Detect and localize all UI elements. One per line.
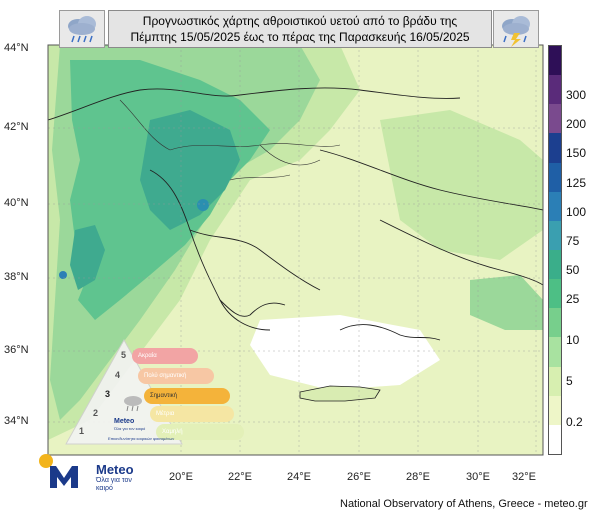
risk-row-4: Πολύ σημαντική	[138, 368, 214, 384]
legend-color-segment	[549, 279, 561, 309]
risk-row-2: Μέτρια	[150, 406, 234, 422]
legend-tick-label: 75	[566, 233, 580, 248]
legend-color-segment	[549, 308, 561, 338]
credit-text: National Observatory of Athens, Greece -…	[340, 498, 588, 510]
risk-number-4: 4	[115, 370, 121, 380]
risk-row-5: Ακραία	[132, 348, 198, 364]
risk-brand-sub: Όλα για τον καιρό	[114, 426, 146, 431]
legend-color-segment	[549, 424, 561, 455]
legend-color-segment	[549, 162, 561, 193]
thunderstorm-cloud-icon	[493, 10, 539, 48]
legend-color-segment	[549, 104, 561, 134]
meteo-logo	[38, 452, 168, 492]
risk-label-3: Σημαντική	[150, 393, 178, 399]
risk-label-1: Χαμηλή	[162, 429, 183, 435]
dry-zone-south	[250, 315, 440, 390]
legend-tick-label: 25	[566, 292, 580, 307]
precip-zone-east	[380, 110, 543, 260]
precip-zone-east-2	[470, 275, 543, 330]
rain-cloud-icon	[59, 10, 105, 48]
logo-slogan: Όλα για τον καιρό	[96, 477, 132, 492]
risk-level-panel: Ακραία Πολύ σημαντική Σημαντική Μέτρια Χ…	[62, 336, 252, 450]
lon-label-20: 20°E	[169, 471, 193, 483]
title-line-1: Προγνωστικός χάρτης αθροιστικού υετού απ…	[142, 14, 458, 28]
risk-label-2: Μέτρια	[156, 411, 175, 417]
precipitation-legend-bar	[548, 45, 562, 455]
graticule	[48, 45, 543, 455]
legend-color-segment	[549, 395, 561, 426]
legend-tick-label: 200	[566, 117, 587, 132]
title-line-2: Πέμπτης 15/05/2025 έως το πέρας της Παρα…	[130, 30, 470, 44]
legend-tick-label: 0.2	[566, 414, 583, 429]
lon-label-24: 24°E	[287, 471, 311, 483]
risk-caption: Επικινδυνότητα καιρικών φαινομένων	[108, 436, 175, 441]
legend-color-segment	[549, 133, 561, 164]
legend-tick-label: 150	[566, 146, 587, 161]
legend-color-segment	[549, 75, 561, 105]
map-title: Προγνωστικός χάρτης αθροιστικού υετού απ…	[108, 10, 492, 48]
lon-label-22: 22°E	[228, 471, 252, 483]
legend-color-segment	[549, 337, 561, 368]
lat-label-34: 34°N	[4, 415, 29, 427]
precip-zone-heavy-2	[70, 225, 105, 290]
precip-peak-1	[197, 199, 209, 211]
risk-number-1: 1	[79, 426, 85, 436]
risk-row-3: Σημαντική	[144, 388, 230, 404]
risk-number-3: 3	[105, 389, 111, 399]
risk-row-1: Χαμηλή	[156, 424, 244, 440]
legend-tick-label: 5	[566, 373, 573, 388]
precip-peak-2	[59, 271, 67, 279]
legend-color-segment	[549, 366, 561, 397]
lat-label-40: 40°N	[4, 197, 29, 209]
country-borders	[119, 99, 341, 181]
legend-color-segment	[549, 191, 561, 222]
legend-color-segment	[549, 46, 561, 76]
legend-color-segment	[549, 250, 561, 280]
lat-label-38: 38°N	[4, 271, 29, 283]
legend-tick-label: 125	[566, 175, 587, 190]
risk-label-4: Πολύ σημαντική	[144, 373, 187, 379]
risk-number-5: 5	[121, 350, 127, 360]
risk-number-2: 2	[93, 408, 99, 418]
lat-label-44: 44°N	[4, 42, 29, 54]
legend-tick-label: 10	[566, 332, 580, 347]
lat-label-42: 42°N	[4, 121, 29, 133]
risk-label-5: Ακραία	[138, 353, 157, 359]
risk-brand: Meteo	[114, 418, 135, 425]
lon-label-26: 26°E	[347, 471, 371, 483]
legend-tick-label: 100	[566, 204, 587, 219]
legend-color-segment	[549, 220, 561, 251]
lon-label-32: 32°E	[512, 471, 536, 483]
lat-label-36: 36°N	[4, 344, 29, 356]
lon-label-28: 28°E	[406, 471, 430, 483]
precip-zone-heavy-1	[140, 110, 240, 230]
legend-tick-label: 300	[566, 88, 587, 103]
lon-label-30: 30°E	[466, 471, 490, 483]
crete-island	[299, 385, 381, 402]
legend-tick-label: 50	[566, 263, 580, 277]
logo-name: Meteo	[96, 462, 134, 477]
risk-rain-icon	[124, 396, 142, 412]
coastlines	[48, 87, 543, 341]
